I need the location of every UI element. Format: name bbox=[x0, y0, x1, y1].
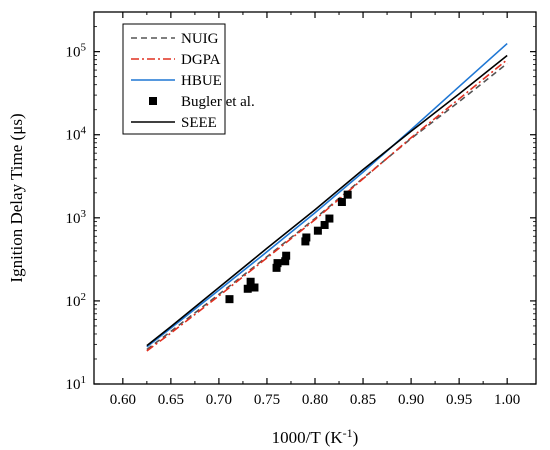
x-tick-label: 0.60 bbox=[110, 392, 136, 408]
legend-label: SEEE bbox=[181, 115, 217, 131]
data-point bbox=[337, 198, 346, 207]
y-axis: 101 102 103 104 105 bbox=[66, 11, 536, 393]
x-tick-label: 0.80 bbox=[302, 392, 328, 408]
y-axis-title: Ignition Delay Time (μs) bbox=[7, 113, 26, 282]
legend-label: NUIG bbox=[181, 31, 219, 47]
data-point bbox=[282, 251, 291, 260]
legend-swatch bbox=[149, 97, 157, 105]
x-tick-label: 0.85 bbox=[350, 392, 376, 408]
x-axis-title: 1000/T (K-1) bbox=[272, 426, 359, 447]
x-axis: 0.60 0.65 0.70 0.75 0.80 0.85 0.90 0.95 1.00 bbox=[110, 12, 520, 408]
x-tick-label: 0.95 bbox=[446, 392, 472, 408]
series-line-nuig bbox=[146, 62, 508, 351]
data-point bbox=[272, 263, 281, 272]
x-tick-label: 0.70 bbox=[206, 392, 232, 408]
series-line-seee bbox=[146, 54, 508, 347]
data-point bbox=[281, 257, 290, 266]
x-tick-label: 1.00 bbox=[494, 392, 520, 408]
data-point bbox=[302, 233, 311, 242]
x-tick-label: 0.75 bbox=[254, 392, 280, 408]
legend-label: HBUE bbox=[181, 73, 222, 89]
data-point bbox=[320, 220, 329, 229]
x-tick-label: 0.90 bbox=[398, 392, 424, 408]
legend: NUIG DGPA HBUE Bugler et al. SEEE bbox=[122, 23, 255, 135]
data-point bbox=[313, 226, 322, 235]
data-point bbox=[273, 259, 282, 268]
y-tick-label: 104 bbox=[66, 125, 87, 144]
legend-label: DGPA bbox=[181, 52, 221, 68]
legend-box bbox=[122, 23, 226, 135]
series-layer bbox=[146, 42, 508, 352]
y-tick-label: 102 bbox=[66, 291, 87, 310]
series-line-dgpa bbox=[146, 59, 508, 352]
data-point bbox=[325, 214, 334, 223]
y-tick-label: 103 bbox=[66, 208, 87, 227]
data-point bbox=[246, 277, 255, 286]
y-tick-label: 105 bbox=[66, 42, 87, 61]
data-point bbox=[243, 284, 252, 293]
y-tick-label: 101 bbox=[66, 374, 87, 393]
data-point bbox=[225, 295, 234, 304]
data-point bbox=[250, 283, 259, 292]
data-point bbox=[343, 190, 352, 199]
x-tick-label: 0.65 bbox=[158, 392, 184, 408]
legend-label: Bugler et al. bbox=[181, 94, 255, 110]
series-line-hbue bbox=[146, 42, 508, 348]
